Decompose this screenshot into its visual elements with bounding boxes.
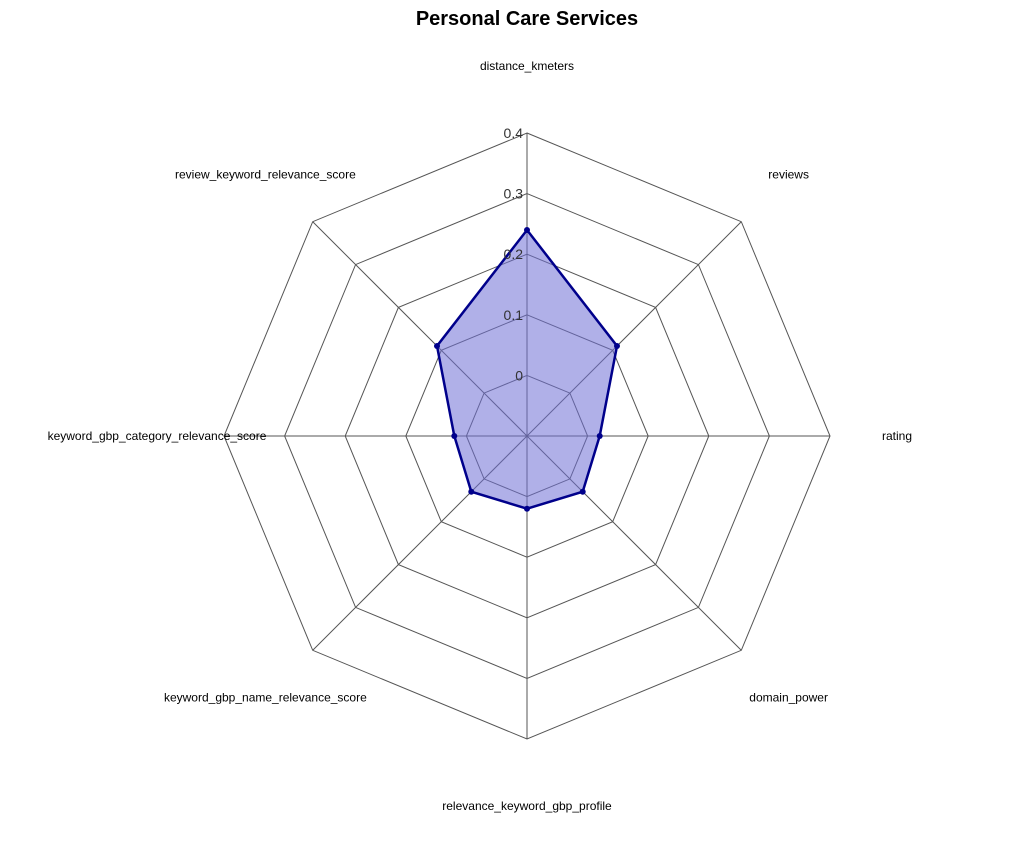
tick-label: 0.1 [504,307,524,323]
radial-tick-labels: 0 0.1 0.2 0.3 0.4 [504,125,524,383]
chart-title: Personal Care Services [416,8,638,30]
tick-label: 0.2 [504,246,524,262]
data-point [579,488,586,495]
data-area [435,227,619,511]
axis-label: reviews [768,167,809,181]
axis-label: keyword_gbp_name_relevance_score [164,691,367,705]
data-point [524,505,530,512]
tick-label: 0.3 [504,186,524,202]
data-point [613,343,620,350]
data-point [468,488,475,495]
data-point [524,226,530,233]
data-point [596,433,603,439]
axis-label: domain_power [749,691,828,705]
axis-label: rating [882,429,912,443]
data-point [434,343,441,350]
axis-label: distance_kmeters [480,59,574,73]
axis-label: review_keyword_relevance_score [175,167,356,181]
data-area-group [434,226,620,512]
tick-label: 0.4 [504,125,524,141]
axis-label: keyword_gbp_category_relevance_score [48,429,267,443]
tick-label: 0 [515,367,523,383]
axis-label: relevance_keyword_gbp_profile [442,799,612,813]
data-point [451,433,458,439]
